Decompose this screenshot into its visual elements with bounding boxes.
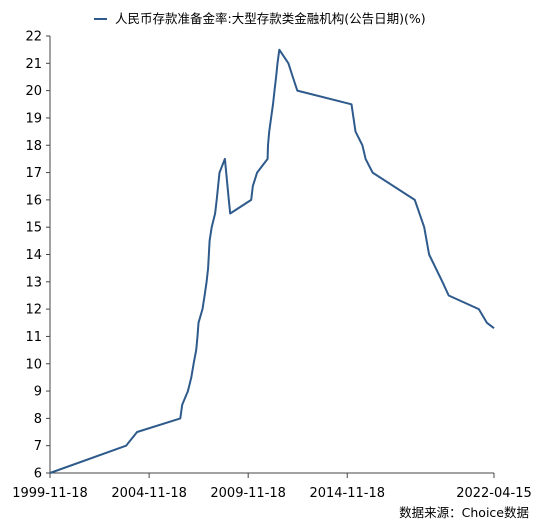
x-tick-label: 2014-11-18 [309,486,385,501]
x-axis-ticks: 1999-11-18 2004-11-18 2009-11-18 2014-11-18… [12,473,532,501]
y-tick-label: 14 [25,248,42,263]
y-tick-label: 19 [25,111,42,126]
y-tick-label: 11 [25,330,42,345]
legend: 人民币存款准备金率:大型存款类金融机构(公告日期)(%) [94,11,426,26]
y-tick-label: 13 [25,275,42,290]
y-tick-label: 10 [25,357,42,372]
y-tick-label: 15 [25,221,42,236]
series-line [49,48,495,474]
y-tick-label: 18 [25,139,42,154]
y-tick-label: 8 [34,412,42,427]
y-tick-label: 21 [25,57,42,72]
y-tick-label: 12 [25,303,42,318]
x-tick-label: 1999-11-18 [12,486,88,501]
y-tick-label: 9 [34,385,42,400]
y-tick-label: 6 [34,467,42,482]
y-tick-label: 16 [25,193,42,208]
legend-label: 人民币存款准备金率:大型存款类金融机构(公告日期)(%) [115,11,426,26]
y-tick-label: 7 [34,439,42,454]
y-axis-ticks: 6 7 8 9 10 11 12 13 14 15 16 17 18 19 20 21 22 [25,30,50,482]
y-tick-label: 17 [25,166,42,181]
y-tick-label: 22 [25,30,42,45]
source-note: 数据来源：Choice数据 [399,505,529,520]
x-tick-label: 2009-11-18 [210,486,286,501]
x-tick-label: 2004-11-18 [111,486,187,501]
x-tick-label: 2022-04-15 [456,486,532,501]
y-tick-label: 20 [25,84,42,99]
